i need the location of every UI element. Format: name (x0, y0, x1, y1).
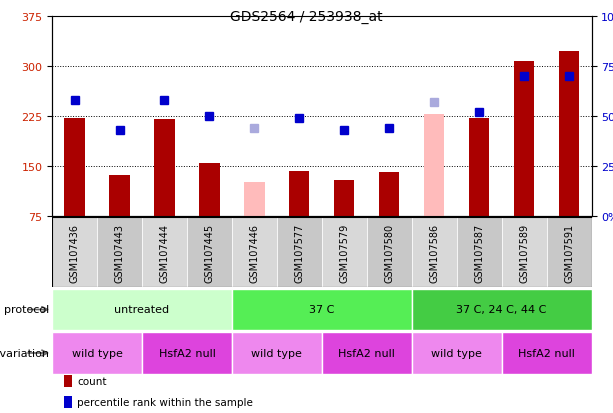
Text: GSM107445: GSM107445 (205, 223, 215, 282)
Bar (334, 180, 354, 217)
Text: wild type: wild type (251, 348, 302, 358)
Text: percentile rank within the sample: percentile rank within the sample (77, 397, 253, 407)
Bar (64, 119, 85, 217)
Text: HsfA2 null: HsfA2 null (518, 348, 575, 358)
Text: HsfA2 null: HsfA2 null (338, 348, 395, 358)
Bar (412, 218, 457, 287)
Bar (457, 218, 501, 287)
Bar (232, 332, 322, 374)
Bar (367, 218, 412, 287)
Bar (154, 119, 175, 217)
Bar (232, 289, 412, 330)
Text: GSM107586: GSM107586 (429, 223, 439, 282)
Text: count: count (77, 376, 107, 386)
Text: GSM107436: GSM107436 (70, 223, 80, 282)
Text: genotype/variation: genotype/variation (0, 348, 49, 358)
Bar (412, 332, 501, 374)
Text: GSM107444: GSM107444 (159, 223, 169, 282)
Text: GSM107443: GSM107443 (115, 223, 124, 282)
Bar (289, 171, 310, 217)
Bar (547, 218, 592, 287)
Bar (379, 173, 400, 217)
Text: HsfA2 null: HsfA2 null (159, 348, 215, 358)
Text: protocol: protocol (4, 305, 49, 315)
Text: GSM107591: GSM107591 (564, 223, 574, 282)
Text: 37 C, 24 C, 44 C: 37 C, 24 C, 44 C (457, 305, 547, 315)
Bar (187, 218, 232, 287)
Text: GSM107589: GSM107589 (519, 223, 529, 282)
Text: GSM107580: GSM107580 (384, 223, 394, 282)
Bar (424, 115, 444, 217)
Text: GSM107579: GSM107579 (340, 223, 349, 282)
Bar (277, 218, 322, 287)
Bar (52, 218, 97, 287)
Text: wild type: wild type (432, 348, 482, 358)
Bar (52, 332, 142, 374)
Text: GSM107587: GSM107587 (474, 223, 484, 282)
Text: 37 C: 37 C (309, 305, 335, 315)
Bar (469, 119, 489, 217)
Bar (109, 176, 130, 217)
Text: untreated: untreated (115, 305, 170, 315)
Text: GSM107577: GSM107577 (294, 223, 304, 282)
Bar (52, 289, 232, 330)
Bar (501, 218, 547, 287)
Bar (322, 332, 412, 374)
Bar (322, 218, 367, 287)
Text: GDS2564 / 253938_at: GDS2564 / 253938_at (230, 10, 383, 24)
Bar (559, 52, 579, 217)
Text: GSM107446: GSM107446 (249, 223, 259, 282)
Bar (232, 218, 277, 287)
Bar (244, 182, 264, 217)
Bar (514, 62, 534, 217)
Bar (501, 332, 592, 374)
Bar (412, 289, 592, 330)
Text: wild type: wild type (72, 348, 123, 358)
Bar (97, 218, 142, 287)
Bar (142, 332, 232, 374)
Bar (142, 218, 187, 287)
Bar (199, 164, 219, 217)
